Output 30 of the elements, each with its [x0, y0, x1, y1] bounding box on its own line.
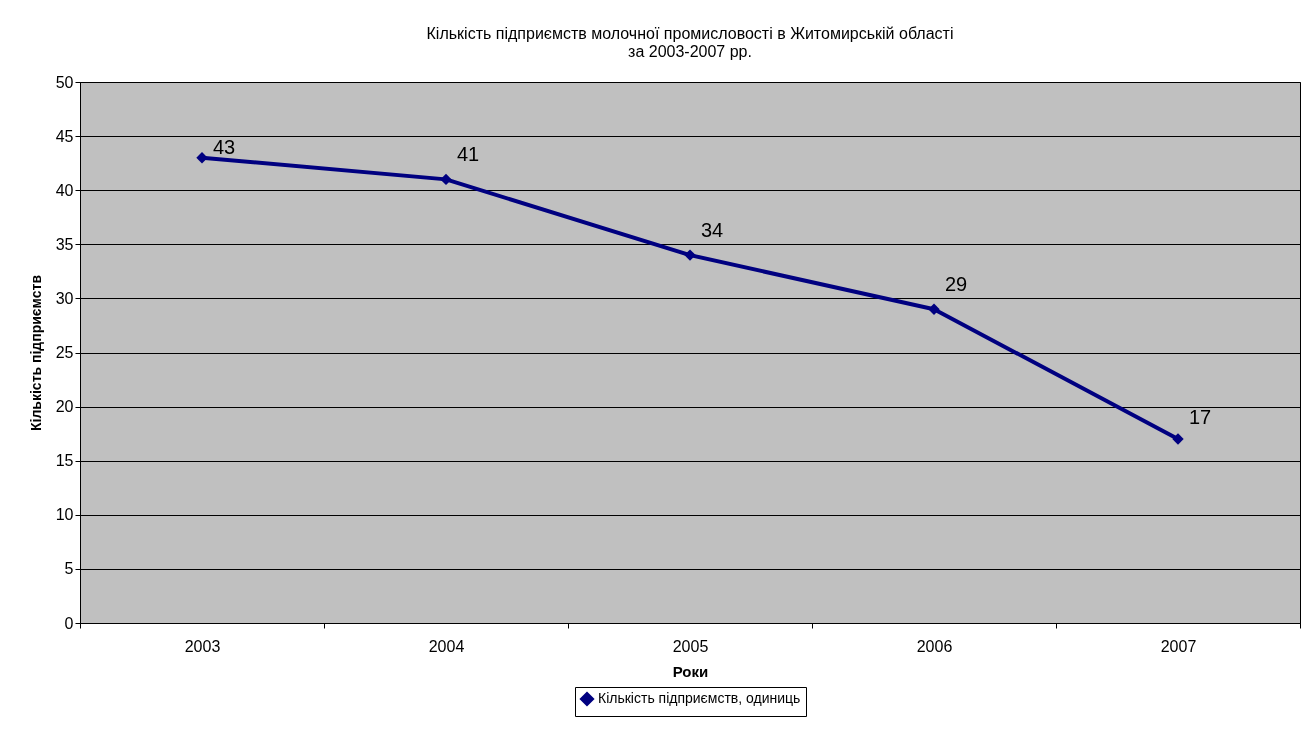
- y-tick-label: 45: [55, 127, 74, 145]
- legend-label: Кількість підприємств, одиниць: [598, 690, 801, 706]
- y-tick-label: 50: [55, 73, 74, 91]
- y-tick-label: 30: [55, 289, 74, 307]
- point: [196, 152, 208, 164]
- data-label: 34: [700, 219, 724, 242]
- x-tick-label: 2006: [916, 637, 953, 655]
- y-tick-label: 0: [64, 614, 74, 632]
- x-tick-label: 2004: [428, 637, 465, 655]
- y-tick-label: 35: [55, 235, 74, 253]
- y-tick-label: 10: [55, 506, 74, 524]
- point: [1172, 433, 1184, 445]
- data-label: 17: [1188, 406, 1212, 429]
- y-tick-label: 5: [64, 560, 74, 578]
- y-tick-label: 40: [55, 181, 74, 199]
- point: [928, 303, 940, 315]
- point: [440, 173, 452, 186]
- y-tick-label: 15: [55, 452, 74, 470]
- data-label: 29: [944, 273, 968, 296]
- x-tick-label: 2007: [1160, 637, 1197, 655]
- x-axis-title: Роки: [672, 662, 709, 680]
- x-tick-label: 2003: [184, 637, 221, 655]
- chart-title: Кількість підприємств молочної промисловості в Житомирській області за 2003-2007 рр.: [426, 25, 954, 60]
- data-label: 43: [212, 135, 236, 158]
- x-tick-label: 2005: [672, 637, 709, 655]
- data-label: 41: [456, 143, 480, 166]
- y-tick-label: 20: [55, 398, 74, 416]
- y-axis-title: Кількість підприємств: [27, 274, 44, 431]
- point: [684, 249, 696, 261]
- y-tick-label: 25: [55, 344, 74, 361]
